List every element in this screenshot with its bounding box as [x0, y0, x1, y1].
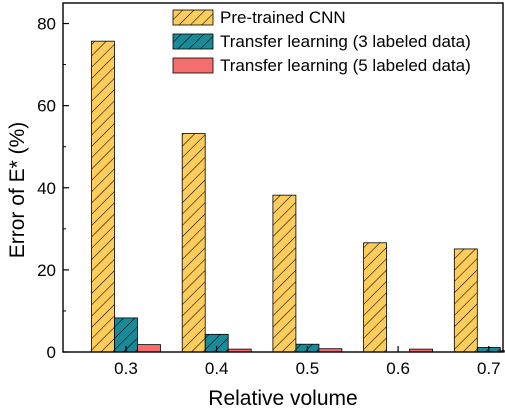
bars-group — [91, 40, 505, 353]
axes-group — [62, 2, 504, 353]
y-tick-label: 80 — [37, 15, 56, 34]
bar-s0-0.5 — [272, 194, 297, 353]
y-tick-label: 20 — [37, 261, 56, 280]
bar-s0-0.6 — [363, 242, 388, 353]
y-axis-title: Error of E* (%) — [6, 122, 29, 259]
legend-swatch-2 — [172, 57, 214, 74]
bar-s0-0.3 — [91, 40, 115, 353]
bar-s0-0.4 — [181, 133, 206, 353]
y-tick-label: 60 — [37, 97, 56, 116]
legend-swatch-1 — [172, 33, 214, 50]
x-tick-label: 0.4 — [205, 359, 229, 378]
x-tick-label: 0.3 — [114, 359, 138, 378]
y-tick-label: 0 — [47, 343, 56, 362]
bar-s0-0.7 — [453, 248, 478, 353]
bar-s2-0.3 — [137, 344, 161, 353]
legend: Pre-trained CNN Transfer learning (3 labe… — [172, 8, 471, 75]
legend-swatch-0 — [172, 9, 214, 26]
legend-label-0: Pre-trained CNN — [220, 8, 346, 27]
legend-label-1: Transfer learning (3 labeled data) — [220, 32, 471, 51]
ticks-group: 0 20 40 60 80 0.3 0.4 0.5 0.6 0.7 — [37, 15, 501, 378]
legend-label-2: Transfer learning (5 labeled data) — [220, 56, 471, 75]
x-tick-label: 0.6 — [386, 359, 410, 378]
y-tick-label: 40 — [37, 179, 56, 198]
x-axis-title: Relative volume — [208, 387, 357, 410]
x-tick-label: 0.5 — [296, 359, 320, 378]
plot-frame — [62, 2, 504, 353]
x-tick-label: 0.7 — [477, 359, 501, 378]
